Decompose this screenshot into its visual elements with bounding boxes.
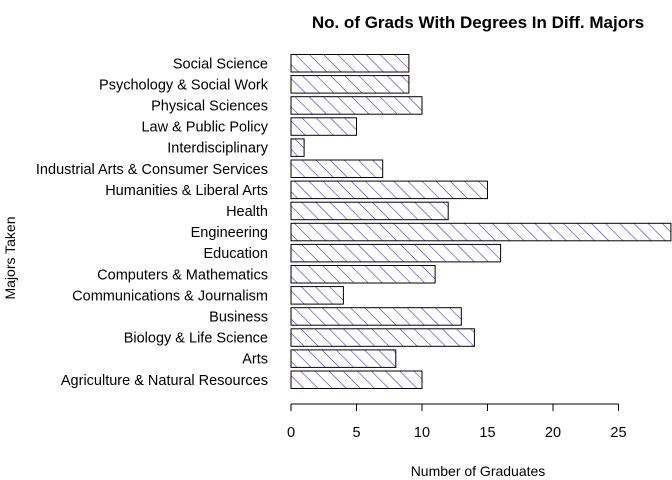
category-label-computers-mathematics: Computers & Mathematics — [97, 267, 268, 283]
bar-biology-life-science — [290, 328, 475, 347]
category-labels: Agriculture & Natural Resources Arts Biolo… — [36, 56, 269, 389]
bar-business — [290, 307, 462, 326]
bar-agriculture-natural-resources — [290, 370, 423, 389]
x-tick-label-25: 25 — [610, 425, 626, 441]
bar-health — [290, 201, 449, 221]
category-label-arts: Arts — [242, 352, 268, 368]
x-tick-label-10: 10 — [414, 425, 430, 441]
bar-computers-mathematics — [290, 265, 436, 284]
category-label-psychology-social-work: Psychology & Social Work — [99, 77, 269, 93]
bar-industrial-arts-consumer-services — [290, 159, 384, 178]
chart-title: No. of Grads With Degrees In Diff. Major… — [312, 13, 644, 32]
bar-engineering — [290, 222, 672, 242]
category-label-agriculture-natural-resources: Agriculture & Natural Resources — [61, 373, 268, 389]
bar-education — [290, 243, 502, 263]
category-label-interdisciplinary: Interdisciplinary — [167, 141, 268, 157]
bar-humanities-liberal-arts — [290, 180, 488, 200]
bar-arts — [290, 349, 397, 368]
x-tick-label-5: 5 — [352, 425, 360, 441]
x-tick-label-0: 0 — [287, 425, 295, 441]
x-tick-label-15: 15 — [479, 425, 495, 441]
bar-law-public-policy — [290, 117, 357, 136]
category-label-business: Business — [209, 309, 268, 325]
bar-interdisciplinary — [290, 138, 305, 157]
x-axis-label: Number of Graduates — [411, 463, 546, 479]
x-axis: 0 5 10 15 20 25 — [287, 403, 627, 441]
category-label-education: Education — [204, 246, 269, 262]
bars-group — [290, 54, 672, 389]
category-label-engineering: Engineering — [191, 225, 268, 241]
category-label-physical-sciences: Physical Sciences — [151, 98, 268, 114]
category-label-law-public-policy: Law & Public Policy — [141, 120, 268, 136]
bar-psychology-social-work — [290, 75, 410, 94]
x-tick-label-20: 20 — [545, 425, 561, 441]
y-axis-label: Majors Taken — [2, 216, 18, 299]
bar-communications-journalism — [290, 286, 344, 305]
category-label-industrial-arts-consumer-services: Industrial Arts & Consumer Services — [36, 162, 268, 178]
category-label-communications-journalism: Communications & Journalism — [72, 288, 268, 304]
bar-social-science — [290, 54, 410, 73]
bar-physical-sciences — [290, 96, 423, 115]
category-label-humanities-liberal-arts: Humanities & Liberal Arts — [105, 183, 268, 199]
category-label-social-science: Social Science — [173, 56, 268, 72]
category-label-biology-life-science: Biology & Life Science — [124, 331, 268, 347]
category-label-health: Health — [226, 204, 268, 220]
